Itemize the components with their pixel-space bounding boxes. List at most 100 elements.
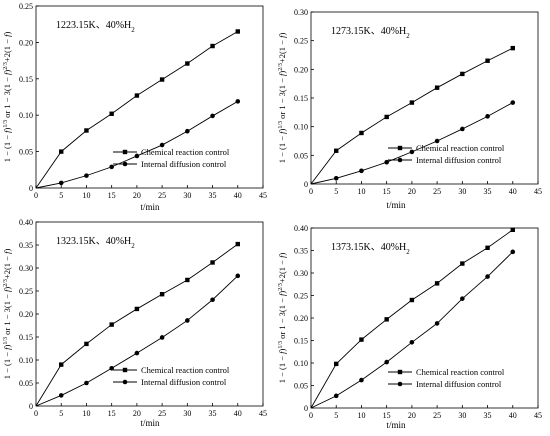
x-tick-label: 35 bbox=[209, 191, 217, 200]
x-tick-label: 40 bbox=[234, 409, 242, 418]
x-tick-label: 15 bbox=[108, 409, 116, 418]
data-point-circle bbox=[359, 168, 364, 174]
data-point-square bbox=[409, 297, 415, 303]
legend-marker-square bbox=[397, 145, 403, 151]
data-point-circle bbox=[109, 164, 114, 170]
data-point-circle bbox=[84, 380, 89, 386]
x-tick-label: 10 bbox=[357, 187, 365, 196]
y-tick-label: 0.15 bbox=[19, 75, 33, 84]
data-point-square bbox=[134, 93, 140, 98]
y-tick-label: 0.10 bbox=[19, 111, 33, 120]
x-tick-label: 0 bbox=[309, 411, 313, 420]
data-point-square bbox=[185, 61, 190, 66]
data-point-square bbox=[84, 128, 89, 133]
data-point-square bbox=[384, 317, 389, 322]
y-tick-label: 0.10 bbox=[19, 356, 33, 365]
chart-panel-3: 0 5 10 15 20 25 30 35 40 45 0 0.05 0.10 0.15 0.20 0.25 0… bbox=[2, 218, 267, 428]
y-tick-label: 0.25 bbox=[19, 287, 33, 296]
legend-label: Internal diffusion control bbox=[416, 155, 502, 165]
x-tick-label: 30 bbox=[458, 187, 466, 196]
data-point-circle bbox=[359, 377, 364, 383]
legend-label: Chemical reaction control bbox=[416, 367, 505, 377]
data-point-square bbox=[210, 260, 215, 265]
y-tick-label: 0.30 bbox=[294, 269, 308, 278]
x-tick-label: 5 bbox=[59, 191, 63, 200]
y-tick-label: 0.10 bbox=[294, 359, 308, 368]
y-tick-label: 0.30 bbox=[19, 264, 33, 273]
x-tick-label: 35 bbox=[209, 409, 217, 418]
y-tick-label: 0.35 bbox=[294, 247, 308, 256]
y-tick-label: 0.05 bbox=[294, 151, 308, 160]
x-tick-label: 10 bbox=[82, 191, 90, 200]
chart-title: 1273.15K、40%H2 bbox=[331, 26, 410, 40]
x-tick-label: 25 bbox=[433, 411, 441, 420]
data-point-circle bbox=[134, 153, 140, 159]
x-tick-label: 40 bbox=[234, 191, 242, 200]
data-point-circle bbox=[510, 100, 516, 105]
data-point-square bbox=[109, 322, 114, 327]
data-point-square bbox=[460, 71, 465, 77]
x-tick-label: 20 bbox=[133, 191, 141, 200]
y-tick-label: 0.05 bbox=[294, 382, 308, 391]
data-point-square bbox=[510, 45, 515, 51]
x-tick-label: 35 bbox=[484, 187, 492, 196]
y-tick-label: 0.25 bbox=[294, 292, 308, 301]
data-point-square bbox=[235, 241, 240, 247]
y-tick-label: 0.15 bbox=[294, 337, 308, 346]
data-point-square bbox=[109, 111, 114, 116]
data-point-circle bbox=[384, 359, 389, 365]
x-tick-label: 20 bbox=[408, 187, 416, 196]
x-tick-label: 0 bbox=[309, 187, 313, 196]
data-point-circle bbox=[460, 126, 465, 132]
chart-panel-1: 0 5 10 15 20 25 30 35 40 45 0 0.05 0.10 0.15 0.20 0.25 t… bbox=[2, 2, 267, 212]
data-point-square bbox=[210, 43, 215, 49]
data-point-square bbox=[159, 292, 165, 297]
data-point-square bbox=[235, 29, 240, 34]
data-point-square bbox=[84, 341, 89, 347]
x-tick-label: 30 bbox=[183, 409, 191, 418]
data-point-circle bbox=[109, 365, 114, 371]
y-tick-label: 0.20 bbox=[294, 314, 308, 323]
data-point-circle bbox=[409, 149, 415, 155]
y-tick-label: 0 bbox=[29, 402, 33, 411]
y-tick-label: 0.15 bbox=[294, 94, 308, 103]
y-tick-label: 0.20 bbox=[294, 65, 308, 74]
legend-label: Internal diffusion control bbox=[141, 377, 227, 387]
chart-title: 1223.15K、40%H2 bbox=[56, 20, 135, 34]
data-point-square bbox=[134, 306, 140, 312]
x-tick-label: 45 bbox=[259, 191, 267, 200]
plot-frame bbox=[35, 5, 264, 189]
x-tick-label: 30 bbox=[183, 191, 191, 200]
data-point-square bbox=[59, 149, 64, 154]
y-tick-label: 0.30 bbox=[294, 8, 308, 17]
data-point-circle bbox=[58, 393, 64, 398]
legend-label: Chemical reaction control bbox=[141, 147, 230, 157]
data-point-square bbox=[334, 361, 339, 367]
y-tick-label: 0.10 bbox=[294, 123, 308, 132]
y-tick-label: 0 bbox=[304, 404, 308, 413]
data-point-square bbox=[510, 227, 515, 232]
y-axis-label: 1 − (1 − f)1/3 or 1 − 3(1 − f)2/3+2(1 − … bbox=[2, 249, 12, 380]
x-axis-label: t/min bbox=[140, 418, 160, 428]
x-tick-label: 5 bbox=[334, 187, 338, 196]
data-point-square bbox=[434, 85, 440, 90]
data-point-circle bbox=[434, 321, 440, 326]
data-point-circle bbox=[485, 114, 490, 119]
y-tick-label: 0.15 bbox=[19, 333, 33, 342]
data-point-square bbox=[359, 337, 364, 342]
legend-marker-circle bbox=[122, 161, 128, 167]
x-tick-label: 0 bbox=[34, 191, 38, 200]
x-tick-label: 5 bbox=[59, 409, 63, 418]
chart-title: 1373.15K、40%H2 bbox=[331, 242, 410, 256]
x-axis-label: t/min bbox=[386, 420, 406, 430]
data-point-square bbox=[159, 77, 165, 82]
data-point-circle bbox=[485, 274, 490, 279]
x-tick-label: 45 bbox=[259, 409, 267, 418]
data-point-circle bbox=[409, 340, 415, 345]
x-tick-label: 30 bbox=[458, 411, 466, 420]
y-tick-label: 0.40 bbox=[19, 218, 33, 227]
y-tick-label: 0.05 bbox=[19, 379, 33, 388]
y-axis-label: 1 − (1 − f)1/3 or 1 − 3(1 − f)2/3+2(1 − … bbox=[277, 253, 287, 384]
x-tick-label: 0 bbox=[34, 409, 38, 418]
